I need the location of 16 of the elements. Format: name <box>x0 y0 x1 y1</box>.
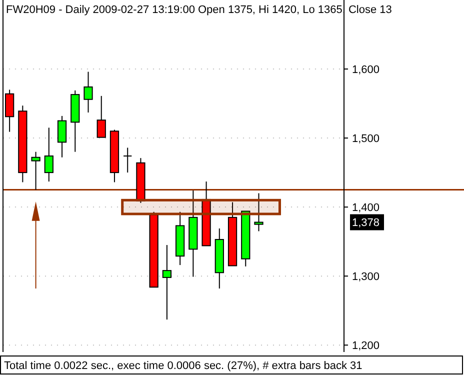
candlestick <box>31 151 40 190</box>
chart-title: FW20H09 - Daily 2009-02-27 13:19:00 Open 1375, Hi 1420, Lo 1365, Close 13 <box>6 4 392 16</box>
text: Total time 0.0022 sec., exec time 0.0006 sec. (27%), # extra bars back 31 <box>4 360 362 372</box>
candlestick <box>96 95 106 138</box>
y-tick-label: 1,200 <box>352 340 380 352</box>
candlestick <box>123 147 132 174</box>
candlestick <box>44 127 54 182</box>
text: 1,378 <box>352 217 380 230</box>
candlestick <box>254 192 264 232</box>
candlestick <box>162 244 172 320</box>
y-tick-label: 1,300 <box>352 270 380 283</box>
y-tick-label: 1,500 <box>352 132 380 145</box>
y-tick-label: 1,400 <box>352 202 380 214</box>
y-tick-label: 1,600 <box>352 64 380 76</box>
candlestick <box>84 71 93 113</box>
candlestick <box>57 115 67 158</box>
